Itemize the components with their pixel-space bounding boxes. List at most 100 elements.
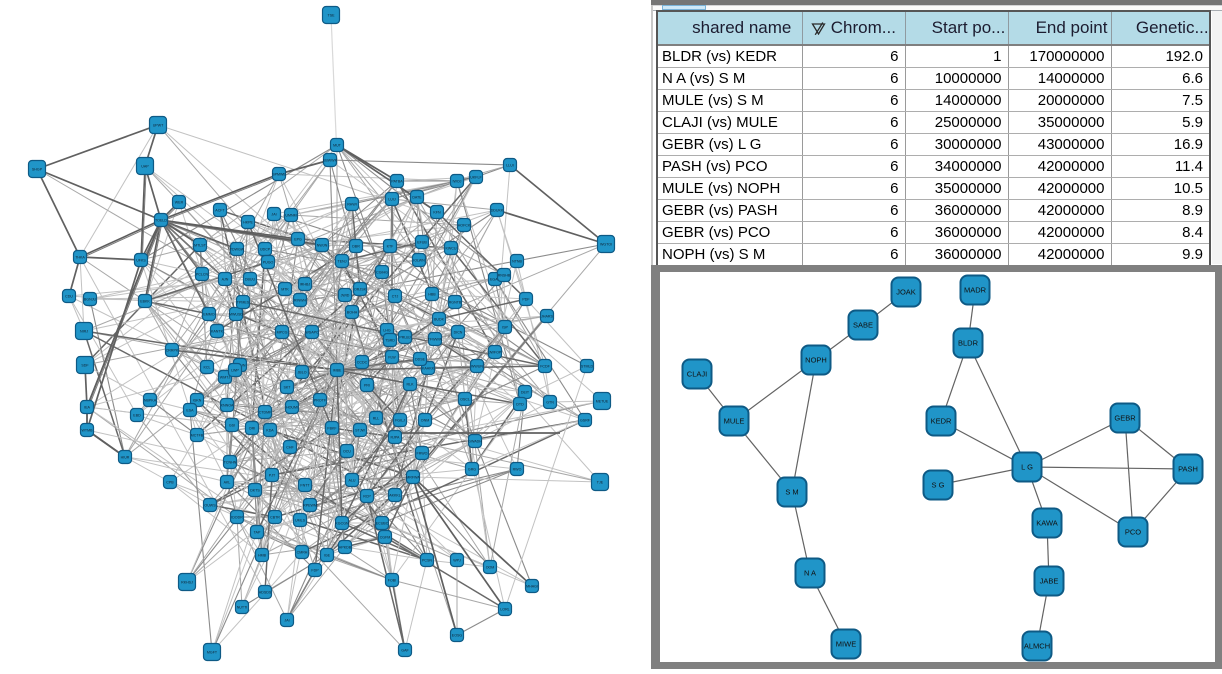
svg-text:KWCU: KWCU: [446, 247, 457, 251]
svg-text:ECUBC: ECUBC: [376, 522, 389, 526]
svg-text:L G: L G: [1021, 463, 1033, 472]
svg-text:RHWI: RHWI: [347, 203, 357, 207]
svg-text:LWP: LWP: [231, 369, 239, 373]
svg-text:KDA: KDA: [266, 429, 274, 433]
svg-text:CCDC: CCDC: [357, 361, 368, 365]
svg-text:IGE: IGE: [324, 554, 331, 558]
svg-text:IGKN: IGKN: [193, 399, 202, 403]
svg-text:THKA: THKA: [75, 256, 85, 260]
svg-text:PCLCN: PCLCN: [196, 273, 209, 277]
svg-text:TAP: TAP: [254, 531, 261, 535]
svg-text:BGNJU: BGNJU: [84, 298, 97, 302]
svg-text:CTDMF: CTDMF: [259, 411, 272, 415]
svg-text:IRHBJ: IRHBJ: [300, 283, 311, 287]
svg-text:OSCL: OSCL: [460, 398, 470, 402]
svg-text:HMB: HMB: [258, 554, 267, 558]
svg-text:FRWO: FRWO: [417, 452, 428, 456]
svg-text:IEA: IEA: [84, 406, 90, 410]
svg-text:DDUKK: DDUKK: [491, 209, 504, 213]
svg-text:FOBI: FOBI: [388, 579, 396, 583]
svg-text:MTK: MTK: [281, 288, 289, 292]
svg-text:DBR: DBR: [352, 245, 360, 249]
svg-text:JBLO: JBLO: [298, 371, 307, 375]
svg-text:HPKDB: HPKDB: [339, 546, 352, 550]
svg-text:MIWE: MIWE: [836, 640, 856, 649]
svg-text:FCDF: FCDF: [540, 365, 550, 369]
svg-text:ACFT: ACFT: [215, 209, 225, 213]
svg-text:NIRJ: NIRJ: [80, 330, 88, 334]
svg-text:GAF: GAF: [401, 649, 409, 653]
svg-text:RINWH: RINWH: [294, 299, 307, 303]
svg-text:PCO: PCO: [1125, 528, 1141, 537]
svg-text:KAWA: KAWA: [1036, 519, 1058, 528]
svg-text:AJN: AJN: [222, 278, 229, 282]
svg-text:HOFCK: HOFCK: [458, 224, 471, 228]
svg-text:PATBA: PATBA: [391, 180, 403, 184]
svg-text:PRI: PRI: [364, 384, 370, 388]
svg-text:LORL: LORL: [500, 608, 509, 612]
svg-text:FNTT: FNTT: [300, 484, 310, 488]
svg-text:AKKKL: AKKKL: [389, 494, 401, 498]
svg-text:LHG: LHG: [383, 329, 391, 333]
svg-text:TJE: TJE: [597, 481, 604, 485]
svg-text:CGFM: CGFM: [380, 536, 391, 540]
svg-text:RGNTB: RGNTB: [449, 301, 462, 305]
svg-text:TFWWW: TFWWW: [428, 338, 443, 342]
svg-text:ORI: ORI: [249, 427, 255, 431]
svg-text:METUE: METUE: [596, 400, 609, 404]
svg-text:HDSDS: HDSDS: [259, 591, 272, 595]
svg-text:OOM: OOM: [486, 566, 495, 570]
svg-text:CPB: CPB: [166, 481, 174, 485]
svg-text:KANTK: KANTK: [211, 330, 224, 334]
svg-text:SHGP: SHGP: [32, 168, 43, 172]
svg-text:UMNM: UMNM: [285, 214, 296, 218]
svg-text:WPJ: WPJ: [453, 559, 461, 563]
svg-text:EFUB: EFUB: [417, 241, 427, 245]
svg-text:HOUMI: HOUMI: [286, 406, 298, 410]
svg-text:CDU: CDU: [65, 295, 73, 299]
svg-text:PCSN: PCSN: [422, 559, 432, 563]
svg-text:S M: S M: [785, 488, 798, 497]
svg-text:JOAK: JOAK: [896, 288, 916, 297]
svg-text:TPMES: TPMES: [237, 301, 250, 305]
svg-text:DATE: DATE: [412, 196, 422, 200]
svg-text:NTNB: NTNB: [512, 260, 522, 264]
svg-text:UAP: UAP: [141, 165, 149, 169]
svg-text:GWADH: GWADH: [468, 440, 482, 444]
svg-text:TENJ: TENJ: [338, 260, 347, 264]
svg-text:RLL: RLL: [373, 417, 380, 421]
svg-text:S G: S G: [932, 481, 945, 490]
svg-text:DBUU: DBUU: [245, 278, 256, 282]
svg-text:DTD: DTD: [516, 403, 524, 407]
svg-text:STJW: STJW: [355, 429, 365, 433]
svg-text:TOELD: TOELD: [155, 219, 167, 223]
svg-text:NWJN: NWJN: [317, 244, 328, 248]
svg-text:JAI: JAI: [271, 213, 276, 217]
svg-text:WTMB: WTMB: [82, 429, 94, 433]
svg-text:LLUI: LLUI: [506, 164, 514, 168]
svg-text:WWUN: WWUN: [471, 365, 483, 369]
svg-text:KCL: KCL: [204, 366, 211, 370]
svg-text:PASH: PASH: [1178, 465, 1198, 474]
svg-text:FLW: FLW: [388, 356, 396, 360]
svg-text:UKFLF: UKFLF: [470, 176, 482, 180]
svg-text:IOLWN: IOLWN: [413, 259, 425, 263]
svg-text:DEIT: DEIT: [521, 391, 530, 395]
svg-text:AKL: AKL: [224, 481, 231, 485]
svg-text:KEDR: KEDR: [931, 417, 952, 426]
svg-text:FBKF: FBKF: [327, 427, 337, 431]
svg-text:JHARS: JHARS: [541, 315, 553, 319]
svg-text:IMBE: IMBE: [333, 369, 342, 373]
svg-text:WER: WER: [175, 201, 184, 205]
svg-text:EBD: EBD: [133, 414, 141, 418]
svg-text:NOPH: NOPH: [805, 356, 827, 365]
svg-text:BUDK: BUDK: [434, 318, 445, 322]
svg-text:ISP: ISP: [502, 326, 508, 330]
svg-text:RKHSJ: RKHSJ: [181, 581, 193, 585]
svg-text:ALU: ALU: [349, 479, 356, 483]
svg-text:WGTOI: WGTOI: [600, 243, 612, 247]
svg-text:IDODR: IDODR: [231, 516, 243, 520]
svg-text:JABE: JABE: [1040, 577, 1059, 586]
svg-text:JWFOP: JWFOP: [489, 351, 502, 355]
svg-text:CLAJI: CLAJI: [687, 370, 707, 379]
